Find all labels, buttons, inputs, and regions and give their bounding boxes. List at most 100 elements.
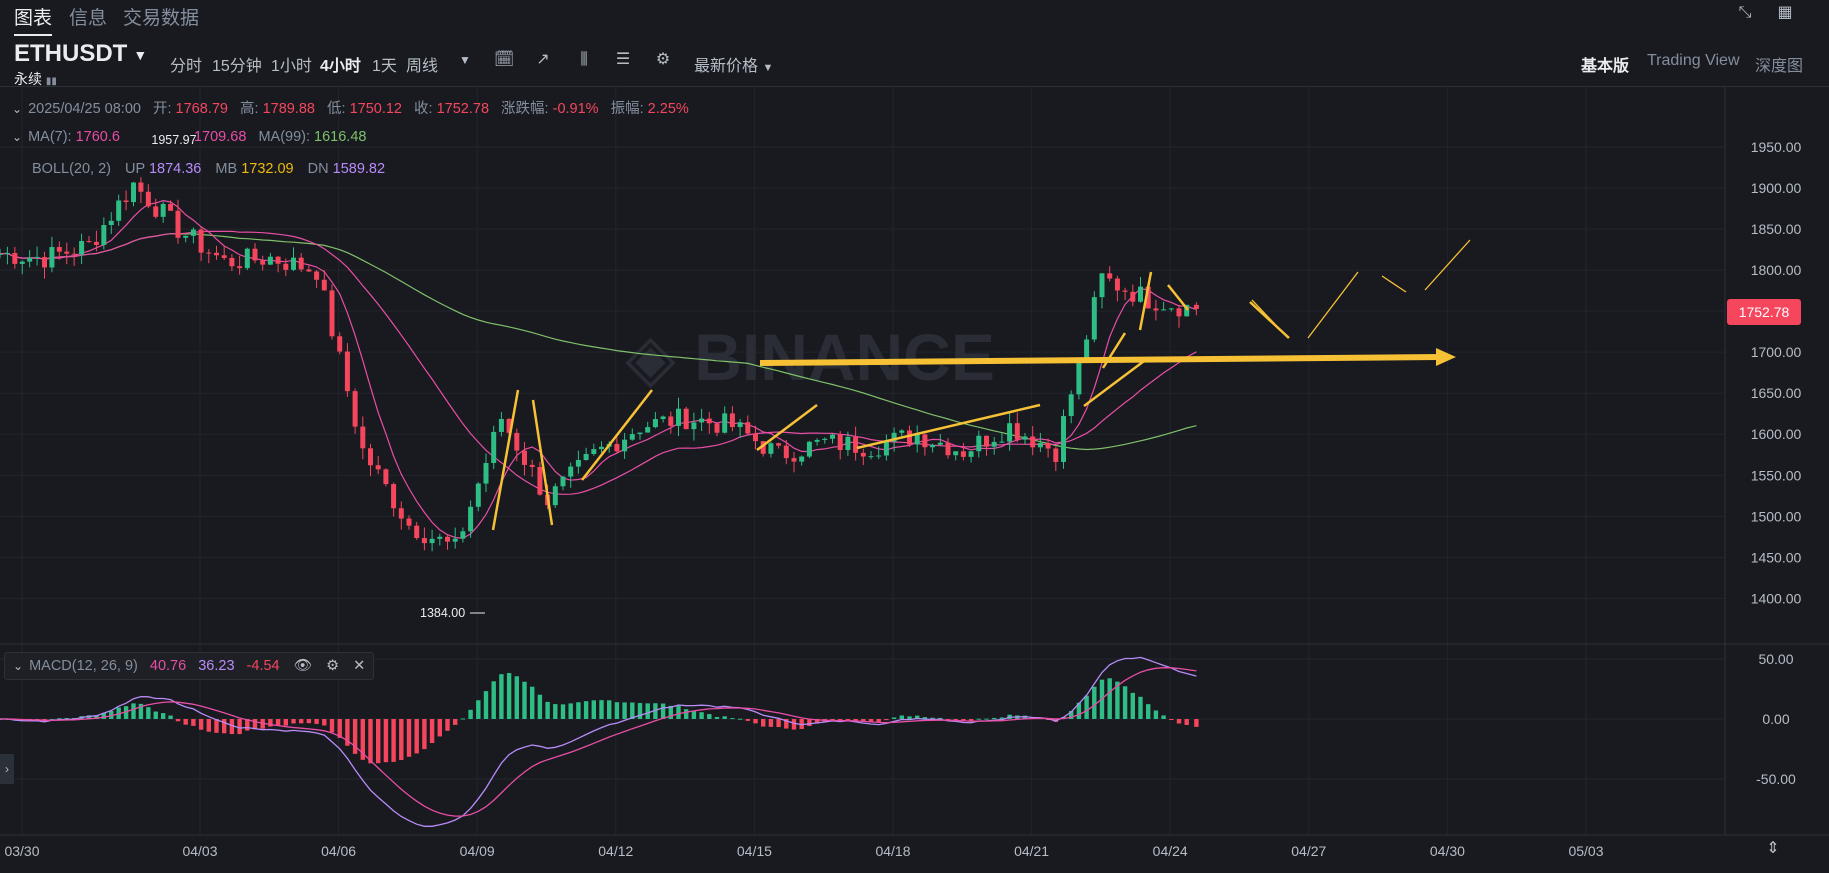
macd-bar [1092,686,1097,719]
candle-body [976,435,982,452]
candle-body [575,459,581,467]
macd-histogram [0,673,1199,764]
macd-bar [198,719,204,730]
candle-body [714,423,720,433]
candle-body [1061,416,1066,462]
candle-body [1076,358,1082,395]
candle-body [360,426,366,449]
chevron-down-icon[interactable]: ▼ [459,53,471,67]
interval-1d[interactable]: 1天 [372,58,397,75]
candle-body [614,443,620,452]
macd-bar [707,714,712,719]
macd-bar [514,676,519,719]
candle-body [314,271,320,280]
view-basic[interactable]: 基本版 [1581,58,1630,75]
macd-bar [237,719,242,735]
trend-arrow [531,399,554,526]
macd-bar [453,719,458,725]
candlestick-icon[interactable]: ⫼ [580,51,588,68]
macd-bar [268,719,273,727]
candle-body [168,203,174,211]
price-type-dropdown[interactable]: 最新价格 ▼ [694,58,774,75]
interval-15m[interactable]: 15分钟 [212,58,262,75]
macd-bar [399,719,404,761]
candle-body [229,257,235,267]
interval-4h[interactable]: 4小时 [320,58,361,75]
macd-bar [94,715,99,719]
macd-bar [64,718,69,720]
macd-bar [807,719,812,727]
grid-layout-icon[interactable]: ▦ [1777,4,1793,21]
macd-bar [591,700,596,719]
candle-body [352,391,358,427]
macd-bar [252,719,258,730]
fit-screen-icon[interactable]: ⇕ [1766,840,1780,857]
macd-bar [1130,692,1135,719]
eye-icon[interactable]: 👁 [293,658,313,674]
candle-body [845,436,851,451]
chevron-right-icon[interactable]: › [0,754,14,784]
candle-body [706,418,712,424]
collapse-icon[interactable]: ⤡ [1738,4,1752,21]
view-tradingview[interactable]: Trading View [1647,52,1740,69]
interval-1h[interactable]: 1小时 [271,58,312,75]
macd-bar [191,719,196,726]
macd-bar [660,703,666,719]
tab-info[interactable]: 信息 [69,8,108,29]
candle-body [1014,423,1020,440]
gear-icon[interactable]: ⚙ [655,51,671,68]
interval-time[interactable]: 分时 [170,58,203,75]
tab-trading-data[interactable]: 交易数据 [123,8,200,29]
trend-arrow [1167,284,1189,311]
macd-bar [146,707,151,719]
candle-body [79,241,85,255]
macd-bar [131,703,136,719]
ma-legend: ⌄ MA(7): 1760.6 1709.68 MA(99): 1616.48 [12,129,367,145]
price-tick-label: 1650.00 [1751,385,1802,401]
macd-bar [845,719,851,720]
candle-body [1053,448,1059,462]
candle-body [329,290,335,337]
macd-bar [345,719,350,746]
macd-bar [699,712,704,719]
indicator-icon[interactable]: ↗ [536,51,550,68]
macd-bar [445,719,450,731]
price-tick-label: 1850.00 [1751,221,1802,237]
macd-lines [0,656,1197,827]
interval-1w[interactable]: 周线 [406,58,439,75]
macd-bar [814,719,820,724]
tab-chart[interactable]: 图表 [14,3,53,36]
macd-bar [138,703,144,719]
arrow-head [1436,348,1456,366]
macd-bar [668,705,673,719]
candle-body [945,442,951,456]
calendar-icon[interactable]: 🗓 [494,51,515,68]
chart-settings-icon[interactable]: ☰ [615,51,631,68]
candle-body [475,483,481,507]
candle-body [131,182,136,203]
candle-body [64,251,70,254]
macd-bar [283,719,288,726]
last-price-tag: 1752.78 [1727,299,1801,325]
candle-body [1107,273,1113,279]
macd-bar [314,719,319,724]
view-depth[interactable]: 深度图 [1755,58,1804,75]
close-icon[interactable]: ✕ [353,658,366,674]
macd-bar [922,717,928,719]
candle-body [645,427,651,433]
candle-body [306,269,312,272]
candle-body [937,442,943,445]
symbol-selector[interactable]: ETHUSDT ▼ [14,40,147,68]
gear-icon[interactable]: ⚙ [326,658,340,674]
macd-bar [1184,719,1189,726]
macd-bar [853,719,858,721]
candle-body [745,422,751,434]
macd-bar [953,719,958,721]
candle-body [321,279,327,291]
candle-body [622,439,628,452]
price-tick-label: 1950.00 [1751,139,1802,155]
candle-body [56,247,62,252]
macd-bar [245,719,250,731]
time-tick-label: 04/21 [1014,843,1049,859]
